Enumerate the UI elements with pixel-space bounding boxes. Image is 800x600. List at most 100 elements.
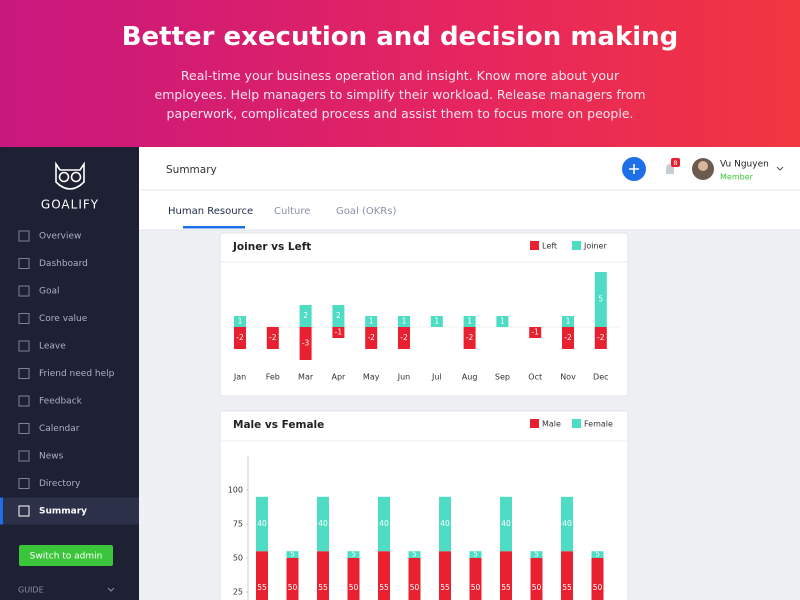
menu-active-bg bbox=[0, 497, 139, 525]
y-tick-label: 25 bbox=[233, 588, 243, 597]
bar-segment bbox=[408, 558, 421, 600]
bar-label: -2 bbox=[466, 333, 474, 342]
menu-item[interactable]: Calendar bbox=[39, 424, 80, 434]
avatar-face bbox=[698, 161, 708, 171]
bar-label: 5 bbox=[473, 550, 478, 559]
menu-item[interactable]: Friend need help bbox=[39, 369, 115, 379]
tab[interactable]: Goal (OKRs) bbox=[336, 206, 396, 217]
bar-label: 1 bbox=[566, 317, 571, 326]
menu-icon bbox=[18, 368, 30, 379]
x-tick-label: Jun bbox=[397, 373, 411, 382]
bar-segment bbox=[256, 496, 268, 552]
switch-admin-button[interactable] bbox=[19, 545, 113, 566]
menu-item[interactable]: News bbox=[39, 452, 64, 462]
bar bbox=[299, 305, 312, 327]
x-tick-label: Apr bbox=[331, 373, 346, 382]
y-tick-label: 50 bbox=[233, 554, 243, 563]
bar-label: 5 bbox=[534, 550, 539, 559]
legend-swatch bbox=[572, 419, 581, 428]
bar-label: -1 bbox=[531, 328, 539, 337]
legend-label: Joiner bbox=[583, 242, 607, 251]
x-tick-label: Sep bbox=[495, 373, 510, 382]
bar-label: 55 bbox=[562, 583, 572, 592]
owl bbox=[55, 161, 85, 190]
bar-segment bbox=[439, 496, 451, 552]
page-title: Summary bbox=[166, 164, 217, 176]
bar bbox=[398, 327, 410, 349]
x-tick-label: Mar bbox=[298, 373, 314, 382]
chart-title: Joiner vs Left bbox=[232, 241, 311, 253]
menu-icon bbox=[18, 450, 30, 462]
legend-swatch bbox=[530, 419, 539, 428]
menu-item[interactable]: Overview bbox=[39, 232, 81, 242]
menu-item[interactable]: Directory bbox=[39, 479, 81, 489]
bar-segment bbox=[286, 558, 299, 600]
bar-label: 55 bbox=[440, 583, 450, 592]
add-icon bbox=[629, 164, 639, 174]
legend-swatch bbox=[530, 241, 539, 250]
bar-segment bbox=[500, 496, 512, 552]
bar bbox=[594, 272, 607, 327]
bar-segment bbox=[347, 551, 360, 558]
bar-segment bbox=[469, 558, 482, 600]
bar-segment bbox=[256, 551, 268, 600]
bar-label: 40 bbox=[562, 519, 572, 528]
x-tick-label: Nov bbox=[560, 373, 576, 382]
bar-label: 40 bbox=[440, 519, 450, 528]
bar-segment bbox=[317, 496, 329, 552]
x-tick-label: Aug bbox=[462, 373, 478, 382]
bar-label: 5 bbox=[290, 550, 295, 559]
menu-item[interactable]: Summary bbox=[39, 507, 87, 517]
bar-segment bbox=[591, 551, 604, 558]
bar-label: 1 bbox=[467, 317, 472, 326]
menu-item[interactable]: Feedback bbox=[39, 397, 83, 407]
user-role: Member bbox=[720, 173, 754, 182]
tab-underline bbox=[183, 226, 245, 229]
menu-icon bbox=[18, 340, 30, 352]
topbar bbox=[139, 147, 800, 230]
bar-label: 55 bbox=[501, 583, 511, 592]
owl-eye bbox=[70, 171, 82, 183]
bar bbox=[496, 316, 509, 327]
bar-label: 1 bbox=[238, 317, 243, 326]
bar bbox=[463, 327, 476, 349]
bar bbox=[430, 316, 443, 327]
x-tick-label: Jul bbox=[431, 373, 442, 382]
bar-label: 50 bbox=[532, 583, 542, 592]
bar-segment bbox=[561, 496, 573, 552]
user-chevron[interactable] bbox=[776, 166, 784, 171]
bar bbox=[562, 327, 574, 349]
bar-segment bbox=[378, 551, 390, 600]
bar-segment bbox=[469, 551, 482, 558]
user-name: Vu Nguyen bbox=[720, 160, 769, 170]
bar-label: -2 bbox=[597, 333, 605, 342]
guide: GUIDE bbox=[18, 586, 44, 595]
bar-label: 1 bbox=[369, 317, 374, 326]
menu-item[interactable]: Goal bbox=[39, 287, 60, 297]
switch-admin-label: Switch to admin bbox=[30, 552, 103, 562]
legend-label: Male bbox=[542, 420, 561, 429]
x-tick-label: Jan bbox=[233, 373, 246, 382]
tab[interactable]: Human Resource bbox=[168, 206, 253, 217]
legend-swatch bbox=[572, 241, 581, 250]
bar-label: 50 bbox=[288, 583, 298, 592]
menu-item[interactable]: Leave bbox=[39, 342, 66, 352]
legend-label: Female bbox=[584, 420, 613, 429]
bar bbox=[365, 327, 378, 349]
menu-icon bbox=[18, 505, 30, 517]
hero: Better execution and decision making Rea… bbox=[0, 0, 800, 147]
tab[interactable]: Culture bbox=[274, 206, 310, 217]
menu-icon bbox=[18, 395, 30, 407]
menu-item[interactable]: Dashboard bbox=[39, 259, 88, 269]
bar-label: -2 bbox=[236, 333, 244, 342]
menu-item[interactable]: Core value bbox=[39, 314, 88, 324]
bar-label: -1 bbox=[335, 328, 343, 337]
logo bbox=[55, 161, 85, 190]
bar-label: 55 bbox=[318, 583, 328, 592]
y-tick-label: 75 bbox=[233, 520, 243, 529]
card bbox=[219, 232, 629, 397]
bar-segment bbox=[317, 551, 329, 600]
menu-icon bbox=[18, 423, 30, 434]
